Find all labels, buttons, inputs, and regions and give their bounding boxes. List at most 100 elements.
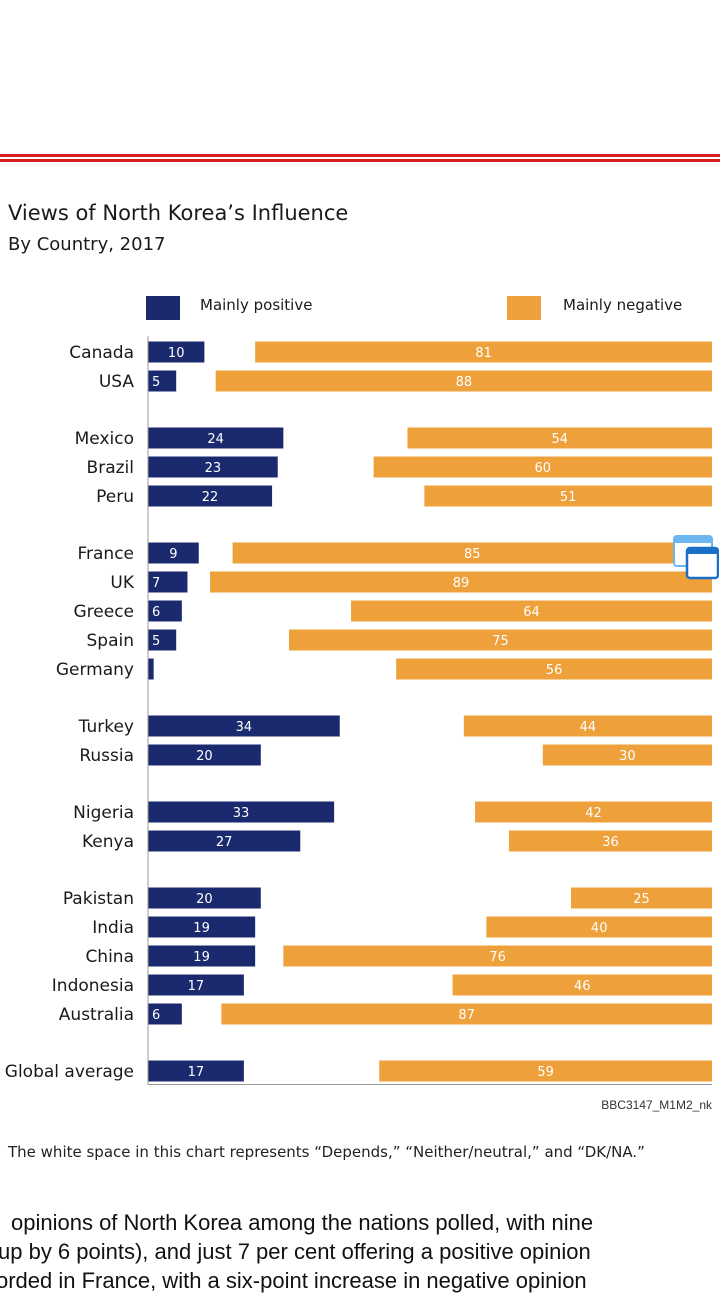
data-label-negative: 25: [633, 892, 650, 907]
bar-negative: [379, 1060, 712, 1082]
category-label: Nigeria: [73, 803, 134, 823]
bar-negative: [396, 658, 712, 680]
chart-title: Views of North Korea’s Influence: [8, 201, 349, 225]
data-label-negative: 60: [535, 461, 552, 476]
article-text: opinions of North Korea among the nation…: [0, 1208, 720, 1295]
category-label: India: [92, 918, 134, 938]
bar-positive: [148, 1003, 182, 1025]
data-label-negative: 75: [492, 634, 509, 649]
data-label-positive: 20: [196, 892, 213, 907]
bar-positive: [148, 830, 301, 852]
article-line: opinions of North Korea among the nation…: [11, 1210, 594, 1235]
data-label-positive: 34: [236, 720, 253, 735]
bar-positive: [148, 456, 278, 478]
bar-negative: [424, 485, 712, 507]
data-label-positive: 19: [193, 950, 210, 965]
bar-negative: [373, 456, 712, 478]
bar-positive: [148, 341, 205, 363]
data-label-negative: 88: [456, 375, 473, 390]
category-label: Kenya: [82, 832, 134, 852]
red-rule-bottom: [0, 159, 720, 162]
data-label-positive: 6: [152, 605, 160, 620]
data-label-positive: 7: [152, 576, 160, 591]
category-label: Australia: [59, 1005, 134, 1025]
window-overlay-icon[interactable]: [673, 535, 720, 585]
category-label: Pakistan: [63, 889, 134, 909]
category-label: Peru: [96, 487, 134, 507]
data-label-negative: 56: [546, 663, 563, 678]
data-label-positive: 33: [233, 806, 250, 821]
bar-positive: [148, 974, 244, 996]
bar-negative: [571, 887, 712, 909]
category-label: Canada: [69, 343, 134, 363]
category-label: Germany: [56, 660, 134, 680]
bar-positive: [148, 916, 256, 938]
data-label-negative: 85: [464, 547, 481, 562]
bar-negative: [508, 830, 712, 852]
category-label: Brazil: [87, 458, 134, 478]
bar-chart: Canada 10 81 USA 5 88 Mexico 24 54 Brazil 23 60 Peru…: [5, 336, 713, 1085]
legend-label-positive: Mainly positive: [200, 296, 313, 314]
data-label-negative: 89: [453, 576, 470, 591]
bar-positive: [148, 600, 182, 622]
category-label: Greece: [73, 602, 134, 622]
data-label-negative: 59: [537, 1065, 554, 1080]
data-label-negative: 81: [475, 346, 492, 361]
chart-credit: BBC3147_M1M2_nk: [601, 1098, 712, 1112]
bar-negative: [289, 629, 712, 651]
bar-negative: [283, 945, 712, 967]
data-label-negative: 46: [574, 979, 591, 994]
bar-negative: [210, 571, 713, 593]
data-label-positive: 24: [207, 432, 224, 447]
data-label-positive: 17: [188, 979, 205, 994]
legend-swatch-negative: [507, 296, 541, 320]
bar-positive: [148, 744, 261, 766]
bar-positive: [148, 1060, 244, 1082]
data-label-positive: 23: [205, 461, 222, 476]
bar-positive: [148, 629, 177, 651]
bar-negative: [232, 542, 712, 564]
bar-positive: [148, 801, 335, 823]
category-label: France: [77, 544, 134, 564]
data-label-positive: 9: [169, 547, 177, 562]
article-line: orded in France, with a six-point increa…: [0, 1268, 587, 1293]
data-label-positive: 17: [188, 1065, 205, 1080]
legend-swatch-positive: [146, 296, 180, 320]
data-label-negative: 76: [489, 950, 506, 965]
bar-negative: [221, 1003, 712, 1025]
data-label-positive: 6: [152, 1008, 160, 1023]
data-label-negative: 30: [619, 749, 636, 764]
data-label-negative: 42: [585, 806, 602, 821]
category-label: UK: [110, 573, 134, 593]
category-label: Mexico: [75, 429, 134, 449]
data-label-negative: 44: [580, 720, 597, 735]
bar-positive: [148, 945, 256, 967]
data-label-positive: 20: [196, 749, 213, 764]
data-label-negative: 54: [551, 432, 568, 447]
bar-positive: [148, 427, 284, 449]
chart-subtitle: By Country, 2017: [8, 234, 166, 255]
bar-negative: [486, 916, 712, 938]
chart-note: The white space in this chart represents…: [8, 1143, 645, 1161]
data-label-negative: 87: [458, 1008, 475, 1023]
category-label: Spain: [87, 631, 135, 651]
data-label-positive: 5: [152, 634, 160, 649]
category-label: Turkey: [78, 717, 134, 737]
category-label: Russia: [79, 746, 134, 766]
legend-label-negative: Mainly negative: [563, 296, 683, 314]
category-label: China: [85, 947, 134, 967]
data-label-positive: 27: [216, 835, 233, 850]
article-line: up by 6 points), and just 7 per cent off…: [0, 1239, 591, 1264]
bar-negative: [215, 370, 712, 392]
bar-negative: [351, 600, 712, 622]
bar-positive: [148, 485, 273, 507]
bar-negative: [452, 974, 712, 996]
category-label: USA: [99, 372, 135, 392]
data-label-negative: 51: [560, 490, 577, 505]
bar-negative: [407, 427, 712, 449]
bar-positive: [148, 658, 154, 680]
category-label: Indonesia: [52, 976, 134, 996]
data-label-positive: 22: [202, 490, 219, 505]
category-label: Global average: [5, 1062, 134, 1082]
data-label-negative: 64: [523, 605, 540, 620]
